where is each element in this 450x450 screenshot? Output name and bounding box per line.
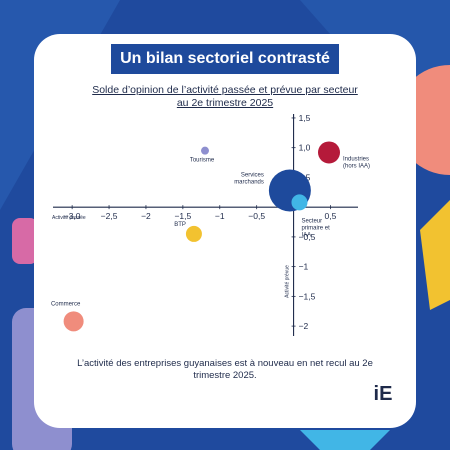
y-tick-label: −1,5	[299, 291, 316, 301]
bubble-label-5: Commerce	[51, 301, 81, 307]
x-tick-label: −2	[141, 211, 151, 221]
bubble-1	[318, 141, 340, 164]
x-tick-label: 0,5	[325, 211, 337, 221]
ieedom-logo: iE	[374, 383, 393, 404]
logo-text: iE	[374, 383, 393, 404]
bubble-label-1: Industries (hors IAA)	[343, 156, 370, 169]
bubble-4	[185, 225, 202, 242]
chart-title-line-2: au 2e trimestre 2025	[176, 97, 274, 109]
bubble-label-2: Services marchands	[234, 173, 264, 186]
y-tick-label: 1,5	[299, 113, 311, 123]
page-title: Un bilan sectoriel contrasté	[111, 44, 339, 74]
y-tick-label: −0,5	[299, 232, 316, 242]
x-axis-label: Activité passée	[52, 215, 86, 221]
x-tick-label: −0,5	[248, 211, 265, 221]
bubble-label-3: Secteur primaire et IAA	[301, 218, 330, 238]
x-tick-label: −2,5	[101, 211, 118, 221]
bubble-3	[291, 194, 308, 211]
x-tick-label: −3,0	[64, 211, 81, 221]
content-card	[34, 34, 416, 428]
y-tick-label: −2	[299, 321, 309, 331]
bubble-label-0: Tourisme	[190, 158, 215, 164]
bubble-5	[63, 311, 84, 332]
y-tick-label: −1	[299, 262, 309, 272]
y-tick-label: 1,0	[299, 143, 311, 153]
bubble-label-4: BTP	[174, 222, 186, 228]
chart-title: Solde d’opinion de l’activité passée et …	[70, 84, 380, 110]
x-tick-label: −1,5	[174, 211, 191, 221]
x-tick-label: −1	[215, 211, 225, 221]
chart-title-line-1: Solde d’opinion de l’activité passée et …	[92, 84, 358, 96]
footer-caption: L’activité des entreprises guyanaises es…	[77, 358, 373, 381]
bubble-0	[201, 146, 209, 155]
y-axis-label: Activité prévue	[285, 265, 291, 298]
